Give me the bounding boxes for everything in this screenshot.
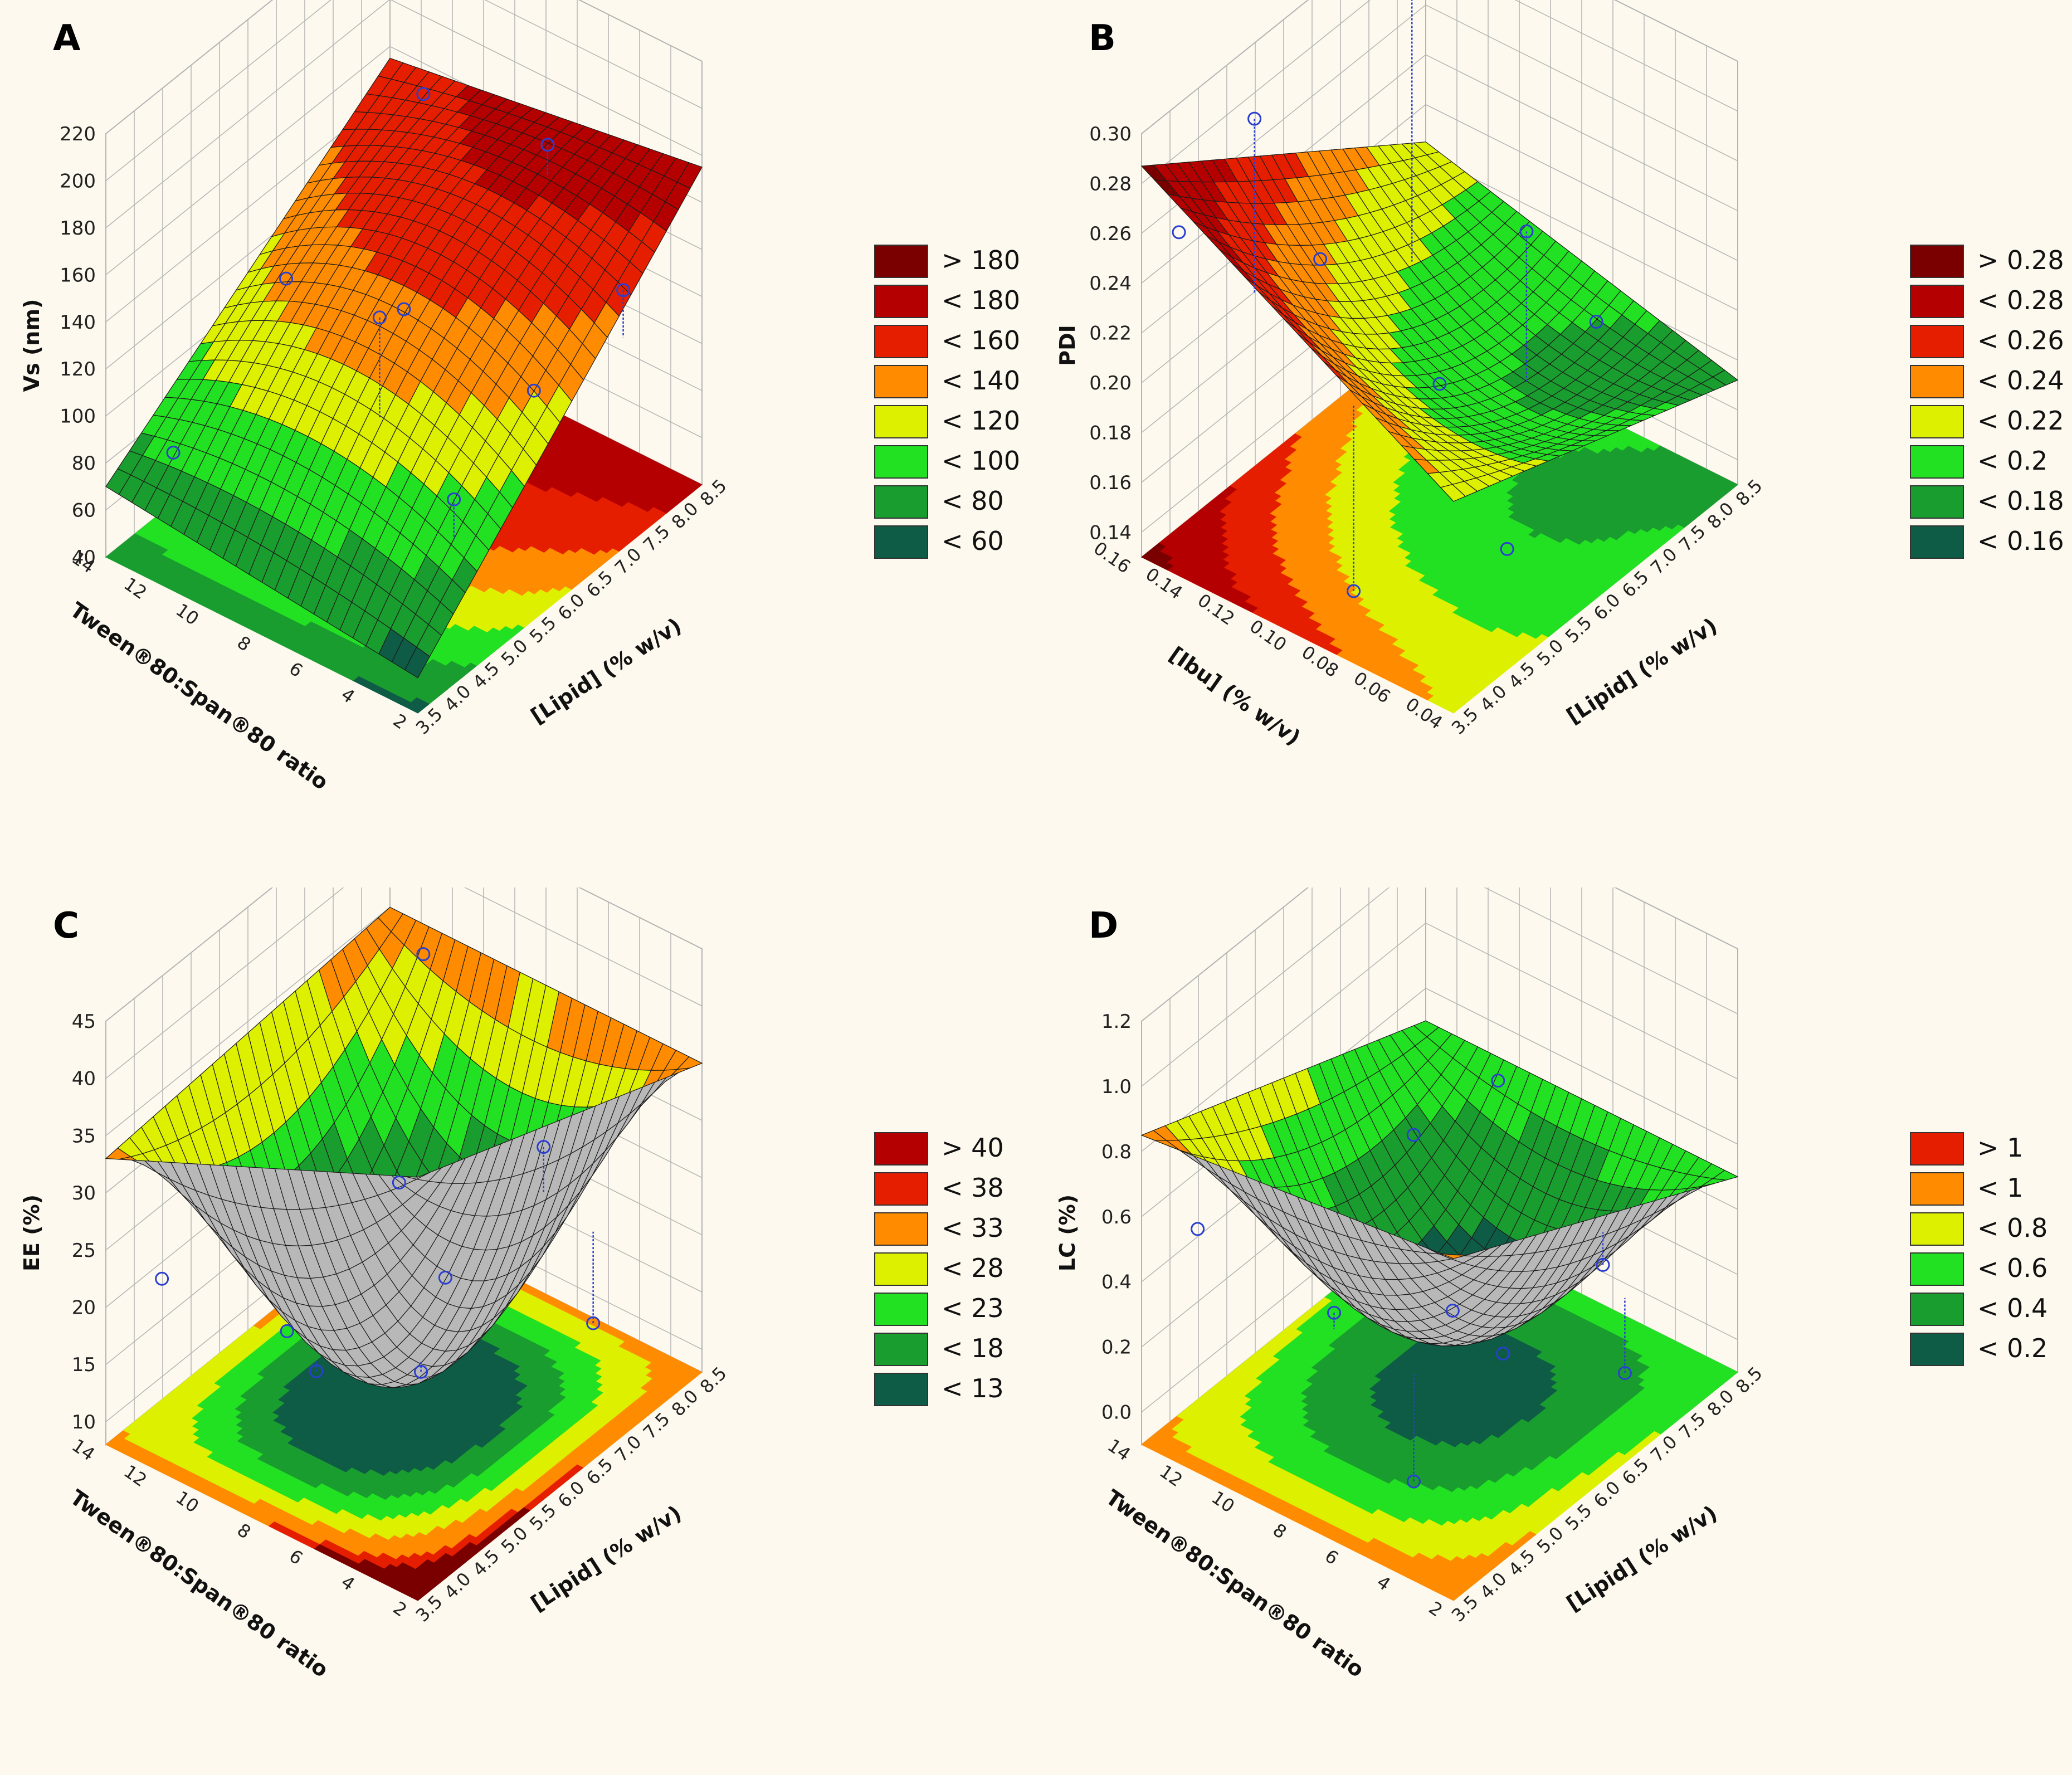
design-points (166, 87, 631, 540)
y-tick-label: 8 (233, 632, 255, 656)
z-tick-label: 180 (60, 217, 96, 240)
legend-label: < 140 (942, 365, 1020, 396)
design-point-marker (447, 492, 461, 506)
panel-a: A 40 60 80 100 120 140 160 180 200 220 Vs (nm) 3.5 4.… (0, 0, 1036, 888)
z-tick-label: 220 (60, 123, 96, 145)
legend-swatch (874, 485, 928, 519)
z-tick-label: 120 (60, 358, 96, 381)
legend-label: < 80 (942, 486, 1004, 516)
legend-swatch (874, 405, 928, 438)
design-point-marker (540, 138, 555, 152)
z-tick-label: 140 (60, 311, 96, 334)
z-tick-label: 80 (72, 452, 96, 475)
legend-label: < 120 (942, 406, 1020, 436)
legend-swatch (874, 525, 928, 559)
legend-label: < 100 (942, 446, 1020, 476)
grid-line (1141, 0, 1738, 184)
pdi-surface-chart: B0.140.160.180.200.220.240.260.280.30PDI… (1055, 0, 2064, 750)
grid-line (105, 0, 703, 134)
y-tick-label: 4 (337, 684, 358, 708)
legend-label: > 180 (942, 245, 1020, 275)
legend-swatch (874, 365, 928, 398)
response-surface (105, 57, 703, 679)
panel-letter: A (53, 18, 81, 59)
legend-label: < 160 (942, 325, 1020, 355)
design-point-marker (616, 283, 631, 298)
y-tick-label: 10 (172, 599, 203, 629)
legend-swatch (874, 445, 928, 479)
panel-b: B 0.14 0.16 0.18 0.20 0.22 0.24 0.26 0.28 0.30 PDI… (1036, 0, 2071, 888)
surface-cell (404, 646, 431, 679)
y-tick-label: 2 (389, 710, 411, 734)
legend-swatch (874, 285, 928, 318)
z-axis: 40 60 80 100 120 140 160 180 200 220 Vs (nm) (19, 123, 96, 569)
design-point-marker (526, 383, 541, 398)
panel-letter: B (1089, 18, 1116, 59)
grid-line (105, 0, 703, 228)
z-axis-label: Vs (nm) (19, 299, 44, 392)
design-point-marker (372, 310, 387, 325)
y-tick-label: 12 (120, 573, 150, 603)
y-tick-label: 6 (285, 657, 306, 681)
legend-label: < 60 (942, 526, 1004, 556)
grid-line (1141, 4, 1738, 234)
design-point-marker (397, 302, 411, 316)
design-point-marker (279, 271, 294, 286)
legend-swatch (874, 325, 928, 358)
grid-line (105, 0, 703, 182)
legend: > 180 < 180 < 160 < 140 < 120 < 100 < 80 < 60 (874, 245, 1020, 559)
z-tick-label: 40 (72, 547, 96, 569)
legend-swatch (874, 245, 928, 278)
legend-label: < 180 (942, 285, 1020, 315)
grid-line (1141, 0, 1738, 134)
z-tick-label: 200 (60, 170, 96, 192)
z-tick-label: 160 (60, 264, 96, 286)
z-tick-label: 60 (72, 500, 96, 522)
z-tick-label: 100 (60, 406, 96, 428)
design-point-marker (416, 87, 431, 101)
design-point-marker (166, 445, 181, 460)
